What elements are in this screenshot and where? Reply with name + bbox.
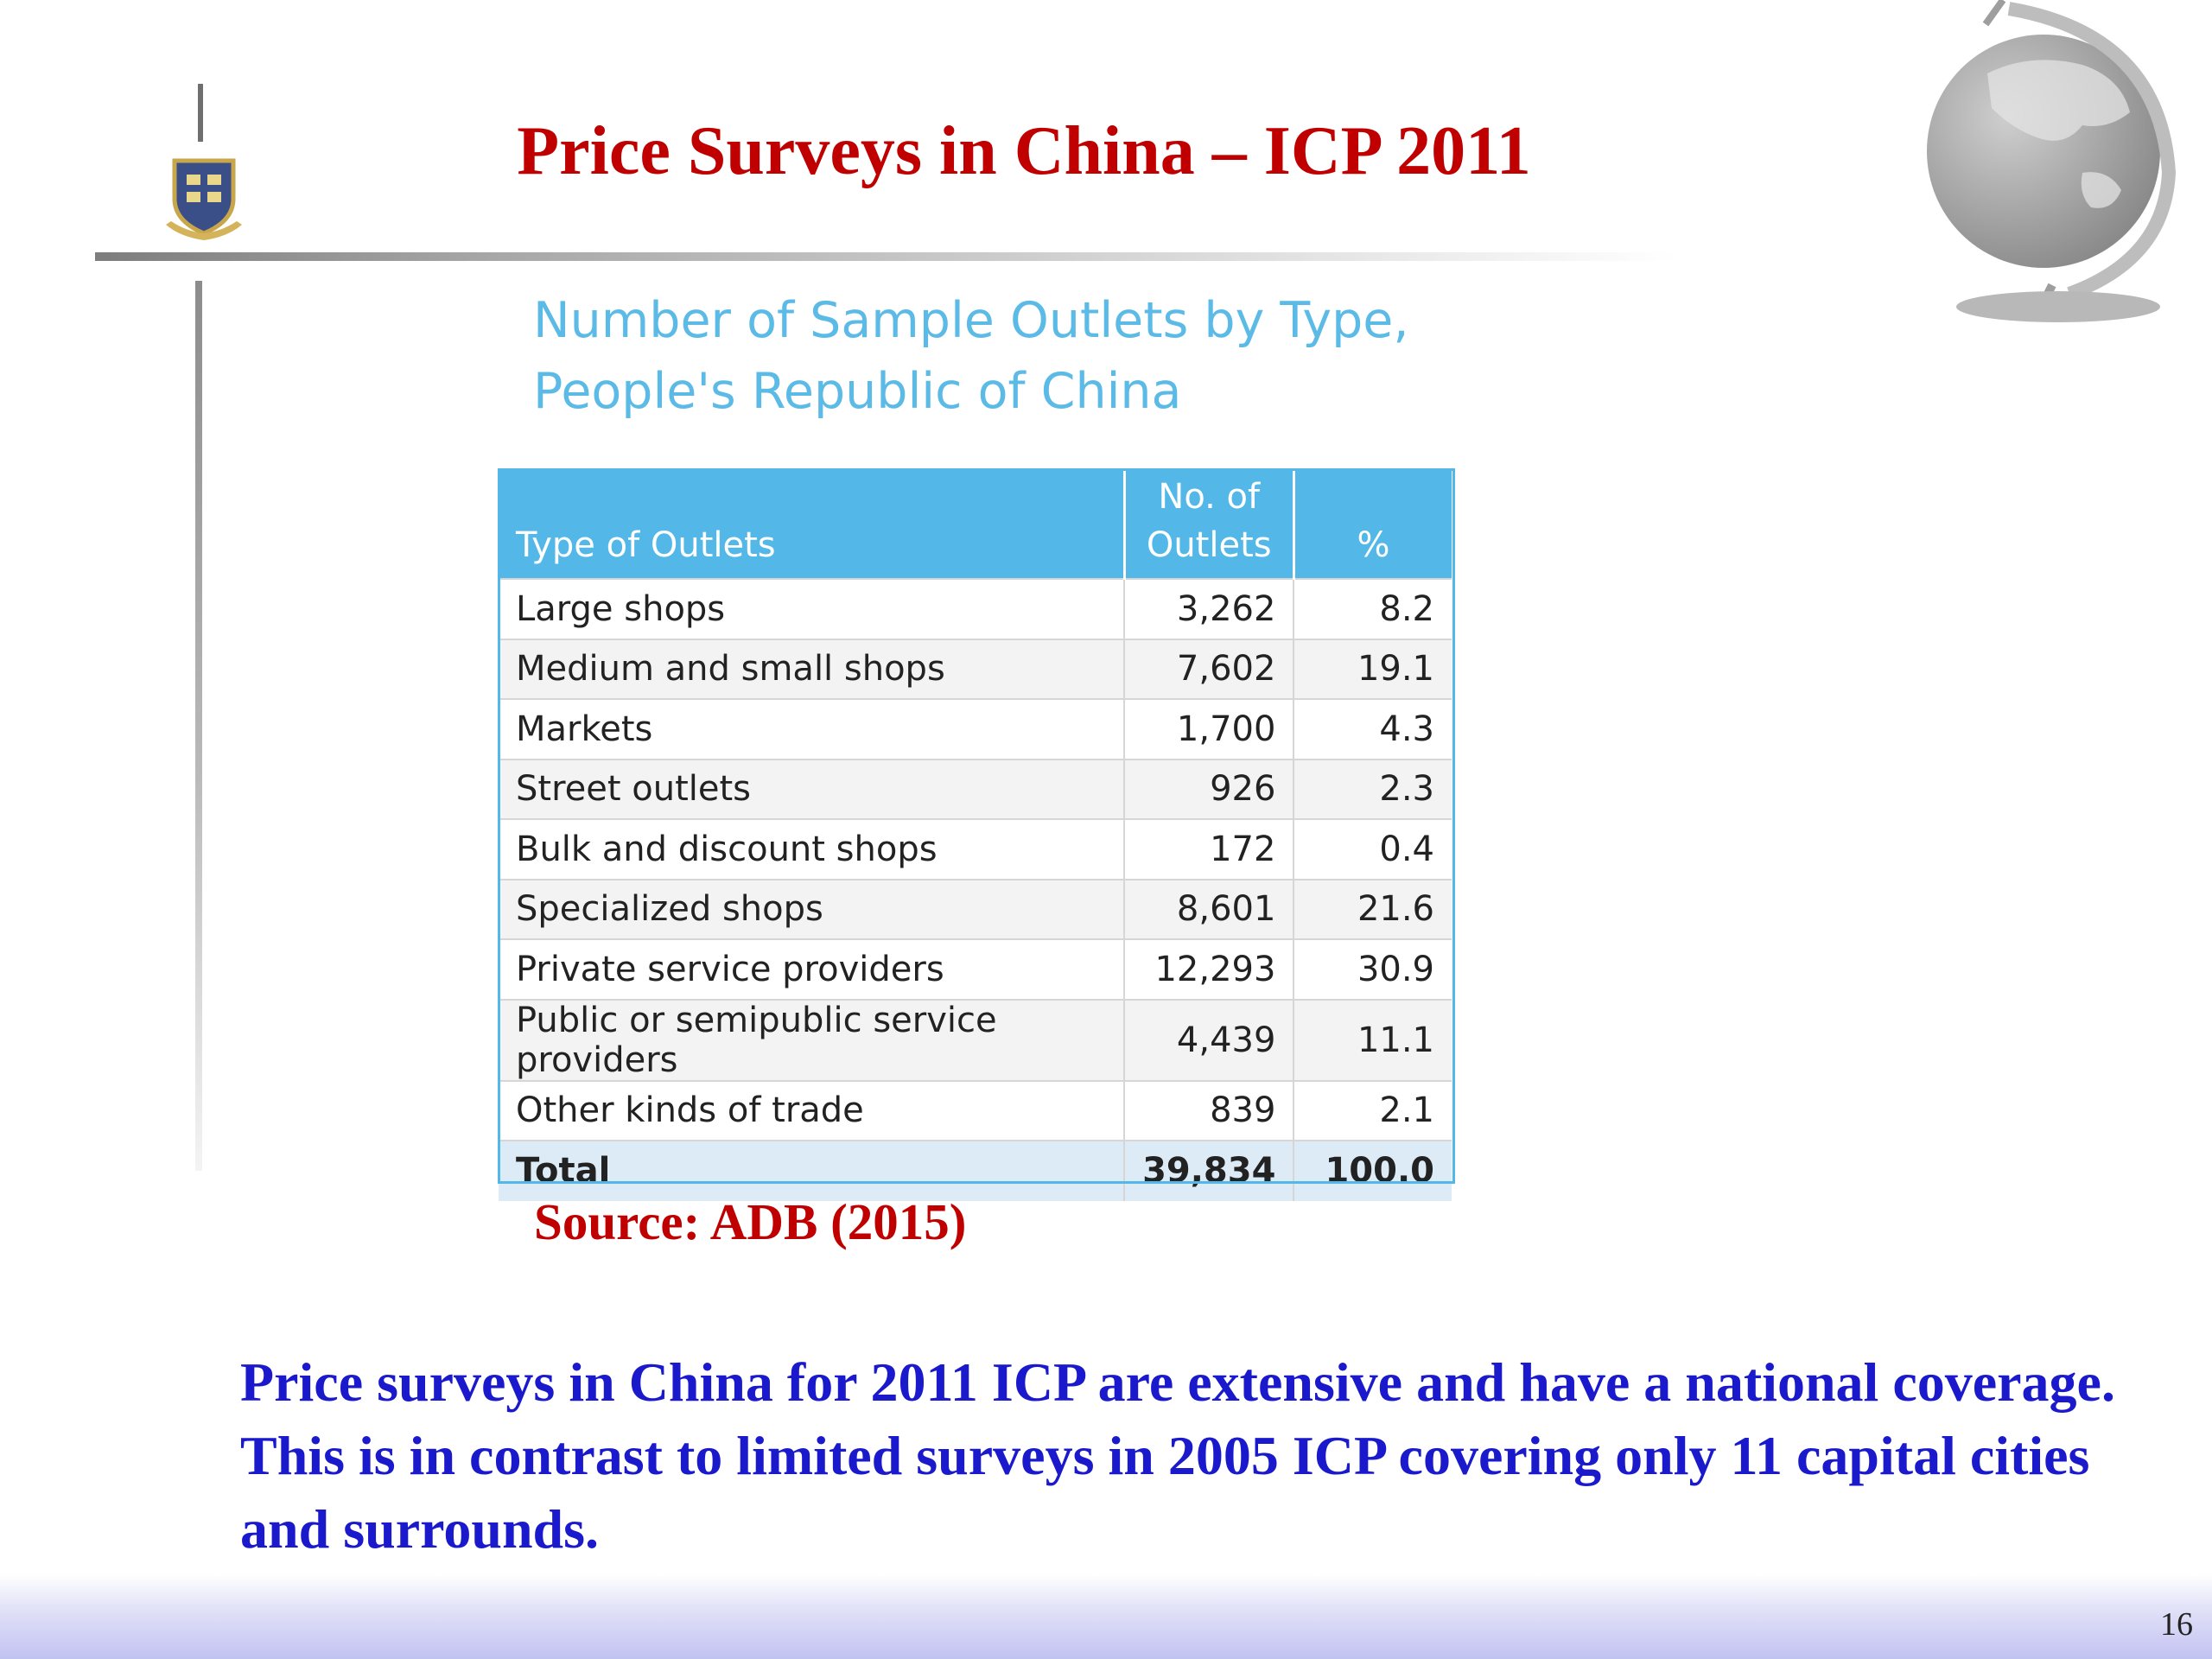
decor-vertical-line-top [198, 84, 203, 142]
cell-percent: 30.9 [1293, 938, 1452, 1000]
cell-percent: 2.3 [1293, 758, 1452, 819]
figure-title-line-2: People's Republic of China [533, 363, 1182, 420]
table-row: Street outlets 926 2.3 [499, 758, 1452, 819]
table-row: Specialized shops 8,601 21.6 [499, 878, 1452, 939]
university-crest-icon [166, 158, 242, 240]
cell-type: Bulk and discount shops [499, 818, 1125, 880]
cell-type: Specialized shops [499, 878, 1125, 939]
cell-percent: 0.4 [1293, 818, 1452, 880]
cell-type: Public or semipublic service providers [499, 998, 1125, 1081]
table-header-row: Type of Outlets No. of Outlets % [499, 469, 1452, 579]
figure-title: Number of Sample Outlets by Type, People… [533, 285, 1484, 427]
cell-percent: 8.2 [1293, 578, 1452, 639]
cell-percent: 19.1 [1293, 638, 1452, 699]
decor-horizontal-line [95, 252, 1676, 261]
column-header-count-label: No. of Outlets [1146, 477, 1272, 565]
cell-count: 12,293 [1123, 938, 1294, 1000]
table-row: Large shops 3,262 8.2 [499, 578, 1452, 639]
body-paragraph: Price surveys in China for 2011 ICP are … [240, 1351, 2115, 1560]
cell-percent: 4.3 [1293, 698, 1452, 760]
source-note: Source: ADB (2015) [534, 1193, 967, 1250]
page-number: 16 [2160, 1606, 2193, 1643]
cell-percent: 2.1 [1293, 1079, 1452, 1141]
table-total-row: Total 39,834 100.0 [499, 1140, 1452, 1201]
cell-percent: 11.1 [1293, 998, 1452, 1081]
cell-count: 1,700 [1123, 698, 1294, 760]
table-row: Markets 1,700 4.3 [499, 698, 1452, 760]
cell-type: Private service providers [499, 938, 1125, 1000]
total-count: 39,834 [1123, 1140, 1294, 1201]
cell-type: Other kinds of trade [499, 1079, 1125, 1141]
cell-count: 3,262 [1123, 578, 1294, 639]
cell-type: Medium and small shops [499, 638, 1125, 699]
cell-type: Markets [499, 698, 1125, 760]
total-percent: 100.0 [1293, 1140, 1452, 1201]
table-row: Other kinds of trade 839 2.1 [499, 1079, 1452, 1141]
decor-vertical-line [195, 281, 202, 1171]
table-row: Medium and small shops 7,602 19.1 [499, 638, 1452, 699]
cell-type: Street outlets [499, 758, 1125, 819]
outlets-table: Type of Outlets No. of Outlets % Large s… [499, 469, 1452, 1201]
column-header-type: Type of Outlets [499, 469, 1125, 579]
cell-count: 926 [1123, 758, 1294, 819]
column-header-percent: % [1292, 469, 1452, 579]
globe-icon [1927, 0, 2177, 322]
cell-type: Large shops [499, 578, 1125, 639]
cell-count: 839 [1123, 1079, 1294, 1141]
table-body: Large shops 3,262 8.2 Medium and small shop… [499, 578, 1452, 1201]
cell-percent: 21.6 [1293, 878, 1452, 939]
footer-bar [0, 1574, 2212, 1659]
column-header-count: No. of Outlets [1122, 469, 1294, 579]
table-row: Public or semipublic service providers 4,… [499, 998, 1452, 1081]
cell-count: 8,601 [1123, 878, 1294, 939]
cell-count: 172 [1123, 818, 1294, 880]
table-row: Private service providers 12,293 30.9 [499, 938, 1452, 1000]
table-row: Bulk and discount shops 172 0.4 [499, 818, 1452, 880]
figure-title-line-1: Number of Sample Outlets by Type, [533, 292, 1409, 349]
total-label: Total [499, 1140, 1125, 1201]
cell-count: 7,602 [1123, 638, 1294, 699]
slide-title: Price Surveys in China – ICP 2011 [517, 113, 1531, 189]
cell-count: 4,439 [1123, 998, 1294, 1081]
